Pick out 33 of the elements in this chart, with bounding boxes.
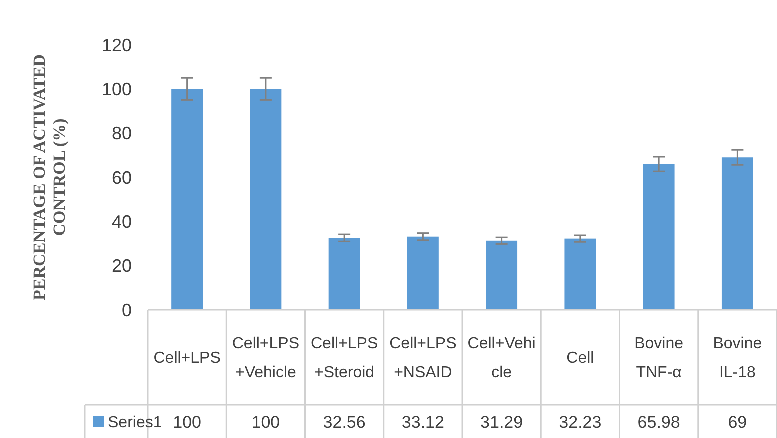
bar (486, 240, 518, 310)
y-tick-label: 40 (112, 212, 132, 232)
bar (407, 236, 439, 310)
data-label: 69 (728, 412, 748, 432)
bar (643, 164, 675, 310)
x-tick-label: Cell+LPS+Steroid (310, 336, 378, 382)
y-tick-label: 20 (112, 256, 132, 276)
x-tick-label: Cell+Vehicle (468, 336, 536, 382)
data-label: 100 (252, 412, 280, 432)
bar (172, 89, 204, 310)
y-tick-label: 0 (122, 300, 132, 320)
x-tick-label: Bovine TNF-α (634, 336, 684, 382)
bar (250, 89, 282, 310)
data-label: 32.56 (323, 412, 366, 432)
x-tick-label: Cell+LPS+Vehicle (232, 336, 300, 382)
x-tick-label: Cell+LPS+NSAID (390, 336, 457, 382)
bar (564, 238, 596, 310)
data-label: 31.29 (480, 412, 524, 432)
data-label: 65.98 (638, 412, 680, 432)
y-axis-title: PERCENTAGE OF ACTIVATED CONTROL (%) (30, 54, 69, 300)
legend-label: Series1 (108, 414, 162, 432)
x-tick-label: Cell+LPS (154, 350, 221, 368)
data-label: 32.23 (559, 412, 602, 432)
bar (722, 158, 754, 310)
x-tick-label: Cell (566, 350, 594, 368)
y-tick-label: 120 (102, 35, 132, 56)
y-tick-label: 100 (102, 79, 132, 100)
y-tick-label: 80 (112, 124, 132, 144)
x-tick-label: Bovine IL-18 (713, 336, 762, 382)
data-label: 33.12 (402, 412, 444, 432)
bar (328, 238, 360, 310)
y-tick-label: 60 (112, 168, 132, 188)
data-label: 100 (173, 412, 202, 432)
